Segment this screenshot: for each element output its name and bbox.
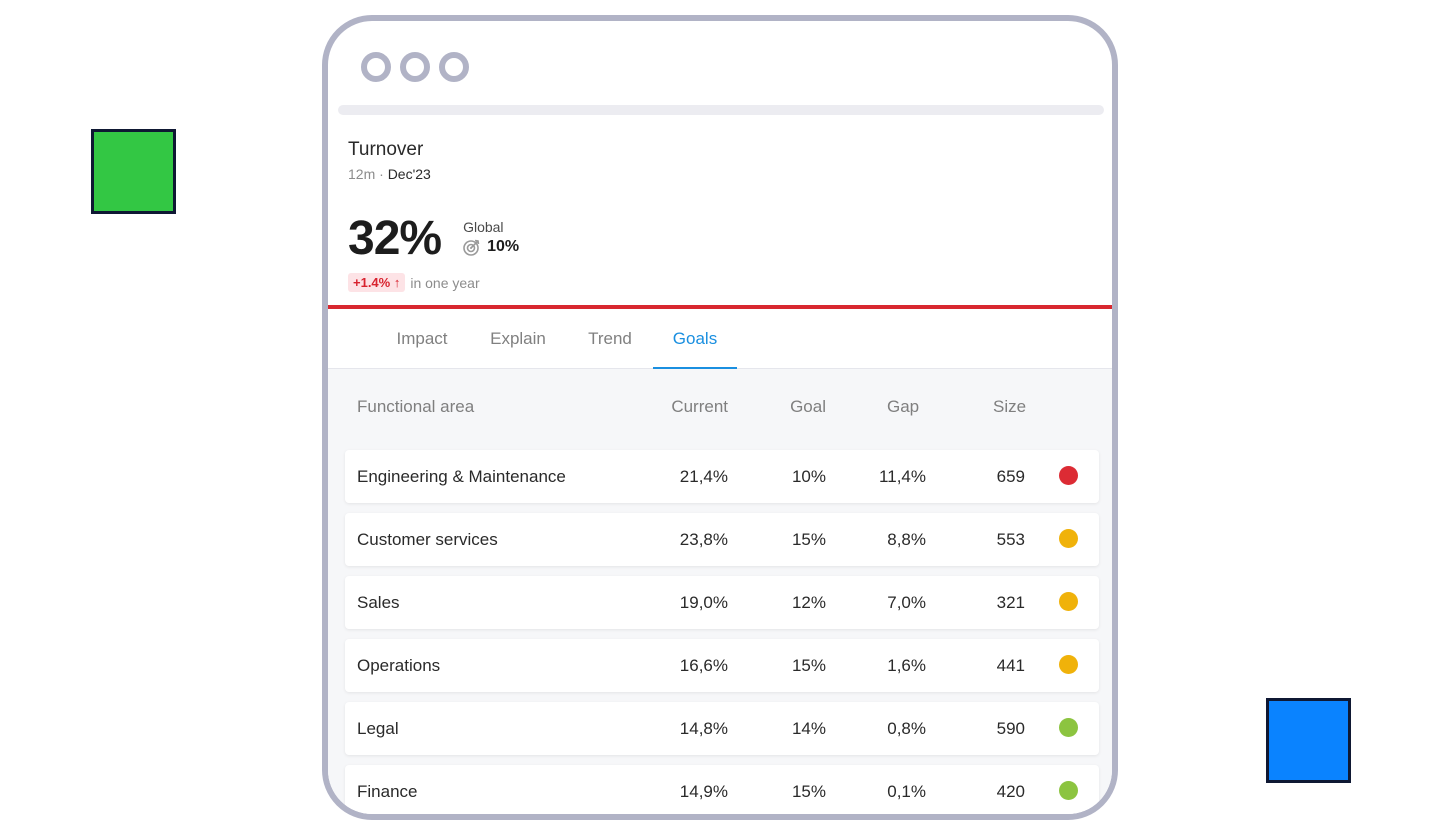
kpi-header: Turnover 12m · Dec'23 — [348, 139, 431, 182]
cell-gap: 1,6% — [887, 656, 926, 675]
kpi-title: Turnover — [348, 139, 424, 160]
cell-current: 19,0% — [679, 593, 728, 612]
window-dot-maximize[interactable] — [439, 52, 469, 82]
header-gap[interactable]: Gap — [887, 397, 920, 416]
cell-goal: 15% — [791, 656, 826, 675]
table-row[interactable]: Finance 14,9% 15% 0,1% 420 — [345, 765, 1099, 814]
cell-functional-area: Customer services — [357, 530, 498, 549]
browser-window: Turnover 12m · Dec'23 32% Global 10% +1.… — [322, 15, 1118, 820]
tab-explain[interactable]: Explain — [490, 329, 546, 348]
cell-gap: 0,1% — [887, 782, 926, 801]
cell-gap: 8,8% — [887, 530, 926, 549]
header-size[interactable]: Size — [993, 397, 1027, 416]
address-bar[interactable] — [338, 105, 1104, 115]
change-note: in one year — [410, 274, 480, 291]
cell-current: 23,8% — [679, 530, 728, 549]
cell-size: 659 — [996, 467, 1025, 486]
cell-goal: 14% — [791, 719, 826, 738]
decorative-green-square — [91, 129, 176, 214]
cell-gap: 7,0% — [887, 593, 926, 612]
window-dot-minimize[interactable] — [400, 52, 430, 82]
cell-functional-area: Engineering & Maintenance — [357, 467, 566, 486]
cell-gap: 11,4% — [879, 467, 926, 486]
cell-functional-area: Legal — [357, 719, 399, 738]
kpi-separator: · — [375, 166, 388, 182]
change-badge: +1.4% ↑ — [348, 273, 406, 292]
kpi-goal: 10% — [463, 238, 519, 256]
status-dot — [1059, 718, 1078, 737]
table-row[interactable]: Engineering & Maintenance 21,4% 10% 11,4% 65… — [345, 450, 1099, 503]
status-dot — [1059, 655, 1078, 674]
cell-size: 590 — [996, 719, 1025, 738]
cell-size: 420 — [996, 782, 1025, 801]
cell-size: 321 — [996, 593, 1025, 612]
status-dot — [1059, 781, 1078, 800]
cell-goal: 15% — [791, 530, 826, 549]
table-row[interactable]: Sales 19,0% 12% 7,0% 321 — [345, 576, 1099, 629]
tab-bar: Impact Explain Trend Goals — [328, 309, 1112, 369]
table-row[interactable]: Customer services 23,8% 15% 8,8% 553 — [345, 513, 1099, 566]
target-icon — [463, 239, 480, 256]
kpi-value: 32% — [348, 212, 442, 265]
cell-functional-area: Sales — [357, 593, 400, 612]
kpi-change: +1.4% ↑ in one year — [348, 273, 480, 292]
kpi-global: Global 10% — [463, 219, 519, 256]
cell-functional-area: Finance — [357, 782, 418, 801]
decorative-blue-square — [1266, 698, 1351, 783]
cell-size: 441 — [996, 656, 1025, 675]
header-goal[interactable]: Goal — [790, 397, 826, 416]
table-row[interactable]: Legal 14,8% 14% 0,8% 590 — [345, 702, 1099, 755]
cell-functional-area: Operations — [357, 656, 441, 675]
kpi-main: 32% Global 10% — [348, 211, 519, 267]
tab-trend[interactable]: Trend — [588, 329, 632, 348]
header-functional-area[interactable]: Functional area — [357, 397, 475, 416]
table-row[interactable]: Operations 16,6% 15% 1,6% 441 — [345, 639, 1099, 692]
tab-impact[interactable]: Impact — [396, 329, 448, 348]
kpi-date: Dec'23 — [387, 166, 431, 182]
cell-current: 16,6% — [679, 656, 728, 675]
cell-size: 553 — [996, 530, 1025, 549]
kpi-global-label: Global — [463, 219, 504, 235]
kpi-subtitle: 12m · Dec'23 — [348, 166, 431, 182]
cell-gap: 0,8% — [887, 719, 926, 738]
cell-goal: 15% — [791, 782, 826, 801]
kpi-period: 12m — [348, 166, 376, 182]
header-current[interactable]: Current — [671, 397, 728, 416]
window-dot-close[interactable] — [361, 52, 391, 82]
status-dot — [1059, 466, 1078, 485]
kpi-goal-value: 10% — [487, 238, 520, 255]
tab-goals[interactable]: Goals — [653, 309, 737, 369]
status-dot — [1059, 529, 1078, 548]
cell-goal: 10% — [791, 467, 826, 486]
status-bar-red — [328, 305, 1112, 309]
cell-current: 21,4% — [679, 467, 728, 486]
goals-table: Functional area Current Goal Gap Size En… — [328, 369, 1112, 814]
cell-current: 14,8% — [679, 719, 728, 738]
window-controls — [361, 52, 469, 82]
cell-current: 14,9% — [679, 782, 728, 801]
status-dot — [1059, 592, 1078, 611]
cell-goal: 12% — [791, 593, 826, 612]
